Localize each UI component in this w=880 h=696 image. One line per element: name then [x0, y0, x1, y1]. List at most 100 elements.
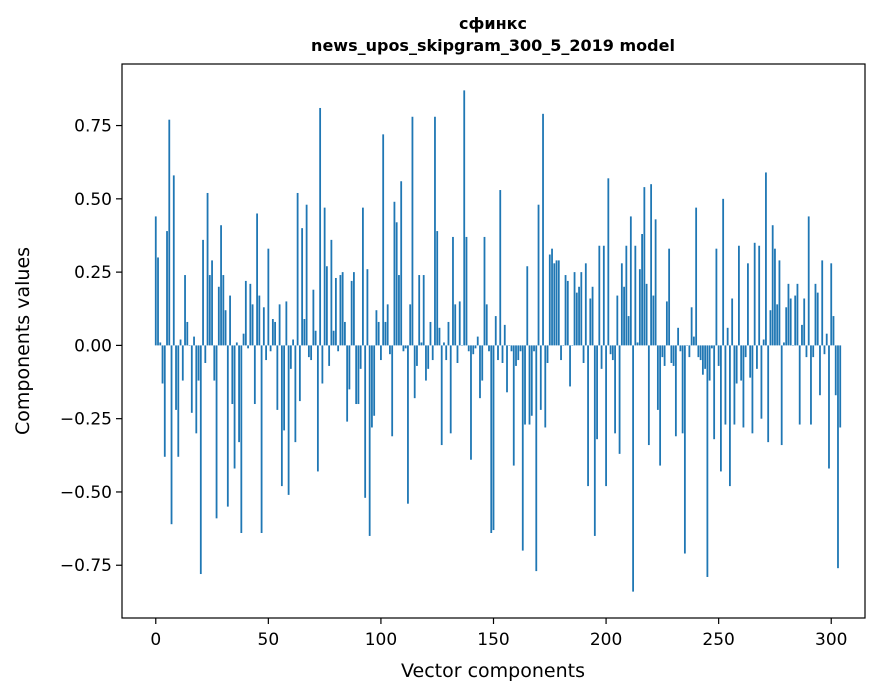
bar — [161, 345, 164, 384]
bar — [720, 345, 722, 472]
bar — [701, 345, 704, 375]
bar — [240, 345, 243, 533]
bar — [325, 266, 328, 346]
bar — [735, 345, 738, 384]
bar — [677, 327, 680, 346]
bar — [627, 316, 630, 346]
bar — [224, 310, 227, 346]
bar — [512, 345, 515, 466]
bar — [204, 345, 207, 363]
bar — [391, 345, 394, 437]
bar — [371, 345, 373, 428]
bar — [801, 324, 803, 346]
bar — [602, 245, 605, 346]
bar — [483, 236, 486, 346]
chart-subtitle: news_upos_skipgram_300_5_2019 model — [311, 36, 675, 55]
bar — [181, 345, 184, 381]
bar — [166, 231, 168, 346]
bar — [681, 345, 684, 434]
bar — [177, 345, 180, 457]
bar — [517, 345, 520, 361]
bar — [665, 301, 668, 346]
bar — [506, 345, 508, 393]
bar — [366, 269, 369, 346]
bar — [344, 321, 346, 346]
bar — [780, 345, 783, 446]
bar — [711, 345, 713, 349]
x-axis-label: Vector components — [401, 660, 585, 682]
y-tick-label: −0.50 — [60, 483, 112, 503]
bar — [747, 263, 749, 346]
bar — [591, 286, 594, 346]
bar — [663, 345, 666, 366]
bar — [217, 286, 220, 346]
x-tick-label: 150 — [477, 630, 509, 650]
bar — [762, 339, 765, 346]
bar — [654, 219, 657, 346]
bar — [668, 248, 671, 346]
bar — [713, 345, 716, 440]
bar — [834, 345, 837, 396]
bar — [454, 304, 457, 346]
bar — [262, 307, 265, 346]
bar — [618, 345, 621, 454]
bar — [229, 295, 231, 346]
bar — [575, 292, 578, 346]
bar — [625, 245, 628, 346]
bar — [400, 181, 403, 346]
bar — [535, 345, 538, 572]
bar — [467, 345, 470, 352]
bar — [823, 345, 826, 355]
bar — [774, 248, 776, 346]
bar — [812, 345, 815, 358]
bar — [582, 345, 585, 363]
bar — [542, 113, 544, 346]
y-axis-ticks: −0.75 −0.50 −0.25 0.00 0.25 0.50 0.75 — [60, 117, 122, 576]
bar — [206, 192, 209, 346]
bar — [319, 107, 322, 346]
x-tick-label: 300 — [815, 630, 847, 650]
bar — [819, 345, 821, 396]
bar — [382, 134, 385, 346]
bar — [407, 345, 409, 504]
bar — [186, 321, 189, 346]
bar — [589, 298, 592, 346]
bar — [566, 280, 569, 346]
bar — [353, 272, 355, 346]
bar — [470, 345, 472, 460]
bar — [170, 345, 173, 525]
bar — [222, 275, 225, 346]
bar — [609, 345, 612, 355]
bar — [301, 228, 304, 346]
bar — [636, 342, 639, 346]
bar — [393, 201, 396, 346]
bar — [452, 236, 454, 346]
bar — [265, 345, 267, 361]
bar — [355, 345, 358, 405]
bar — [564, 275, 567, 346]
bar — [738, 245, 740, 346]
bar — [614, 345, 616, 434]
bar — [445, 345, 448, 361]
bar — [287, 345, 290, 495]
bar — [274, 321, 276, 346]
bar — [172, 175, 175, 346]
bar — [242, 333, 245, 346]
x-tick-label: 0 — [150, 630, 161, 650]
bar — [337, 345, 340, 352]
bar — [395, 222, 398, 346]
bar — [202, 239, 204, 346]
bar — [492, 345, 495, 531]
bar — [411, 116, 414, 346]
bar — [497, 345, 499, 361]
bar — [244, 280, 247, 346]
bar — [249, 283, 252, 346]
bar — [557, 260, 560, 346]
bar — [425, 345, 427, 381]
bar — [526, 266, 529, 346]
bar — [742, 345, 745, 428]
bar — [632, 345, 634, 592]
bar — [783, 342, 785, 346]
bar — [785, 307, 788, 346]
